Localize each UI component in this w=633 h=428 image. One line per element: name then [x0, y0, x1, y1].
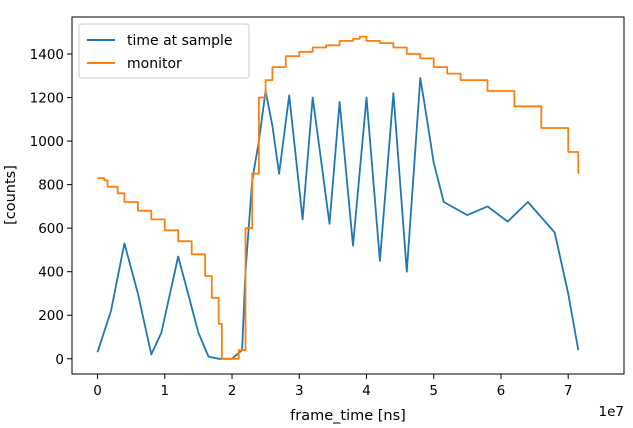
x-tick-label: 4 — [362, 383, 371, 399]
y-tick-label: 600 — [38, 221, 64, 237]
y-tick-label: 1400 — [30, 47, 64, 63]
x-tick-label: 1 — [160, 383, 169, 399]
y-tick-label: 800 — [38, 178, 64, 194]
legend-label-time-at-sample: time at sample — [127, 33, 233, 49]
x-offset-label: 1e7 — [599, 404, 624, 420]
y-tick-label: 200 — [38, 308, 64, 324]
y-tick-label: 1000 — [30, 134, 64, 150]
y-axis-label: [counts] — [3, 165, 19, 225]
legend: time at sample monitor — [78, 23, 250, 79]
y-tick-label: 1200 — [30, 91, 64, 107]
x-axis: 0 1 2 3 4 5 6 7 — [93, 374, 572, 399]
legend-label-monitor: monitor — [127, 56, 182, 72]
y-tick-label: 0 — [55, 352, 64, 368]
y-tick-label: 400 — [38, 265, 64, 281]
x-tick-label: 3 — [295, 383, 304, 399]
plot-frame — [71, 16, 625, 375]
legend-box — [78, 23, 250, 79]
x-tick-label: 0 — [93, 383, 102, 399]
series-layer — [96, 35, 580, 360]
x-tick-label: 5 — [429, 383, 438, 399]
series-line-monitor — [97, 35, 580, 360]
x-tick-label: 6 — [497, 383, 506, 399]
x-tick-label: 7 — [564, 383, 573, 399]
x-tick-label: 2 — [228, 383, 237, 399]
x-axis-label: frame_time [ns] — [290, 408, 406, 424]
series-line-time-at-sample — [96, 77, 580, 360]
y-axis: 0 200 400 600 800 1000 1200 1400 — [30, 47, 72, 368]
